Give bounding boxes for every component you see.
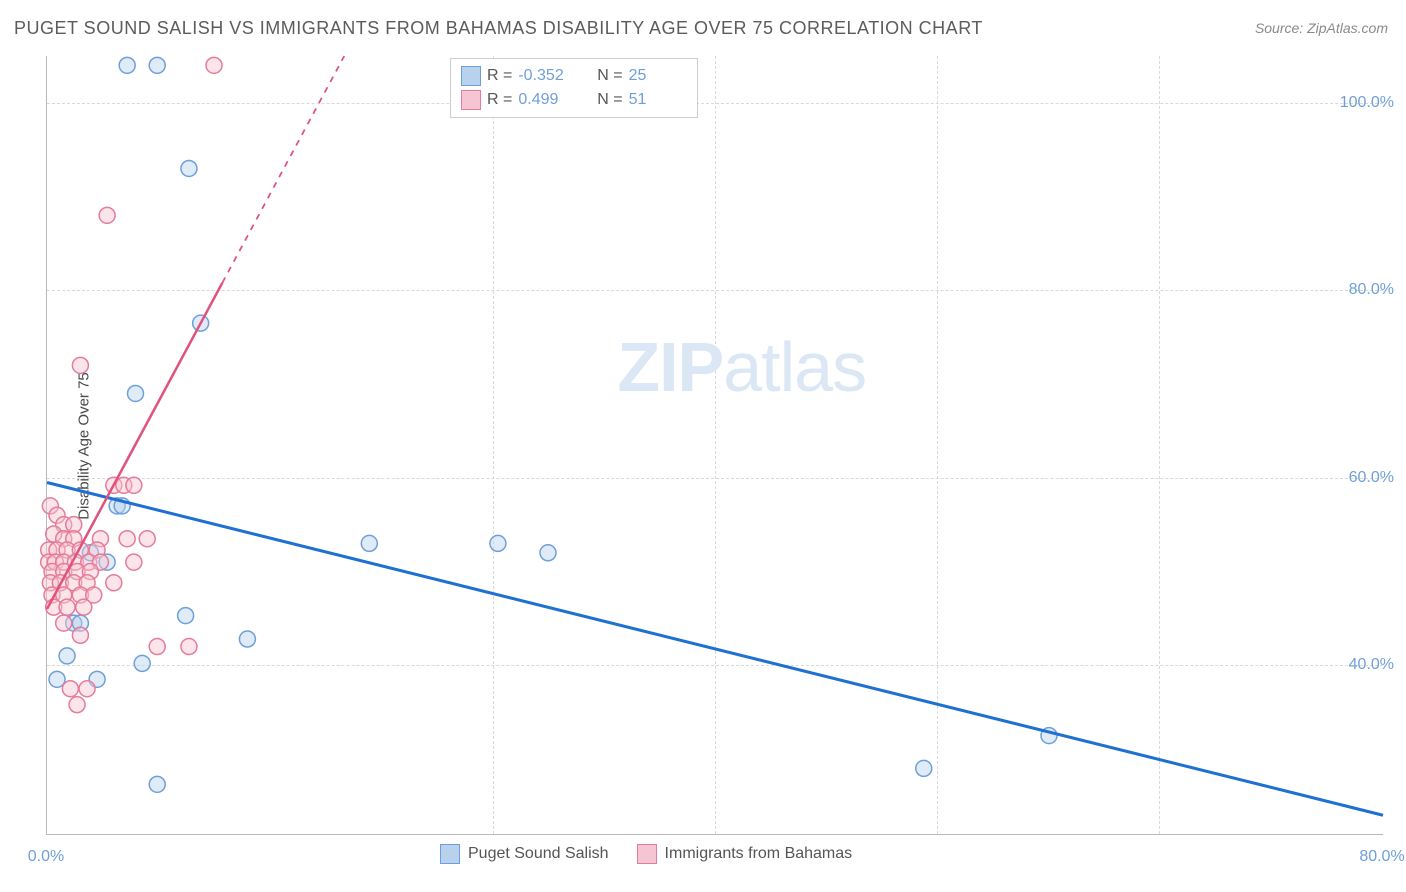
data-point [126, 477, 142, 493]
y-tick-label: 60.0% [1349, 469, 1394, 487]
data-point [916, 760, 932, 776]
r-value: -0.352 [518, 64, 576, 88]
data-point [134, 655, 150, 671]
data-point [178, 608, 194, 624]
chart-title: PUGET SOUND SALISH VS IMMIGRANTS FROM BA… [14, 18, 983, 39]
data-point [56, 615, 72, 631]
y-tick-label: 100.0% [1340, 94, 1394, 112]
n-label: N = [597, 88, 622, 112]
data-point [99, 207, 115, 223]
data-point [69, 697, 85, 713]
data-point [149, 57, 165, 73]
r-label: R = [487, 64, 512, 88]
data-point [106, 575, 122, 591]
data-point [181, 639, 197, 655]
regression-line [47, 482, 1383, 815]
source-label: Source: ZipAtlas.com [1255, 20, 1388, 36]
data-point [181, 160, 197, 176]
data-point [76, 599, 92, 615]
legend-swatch [461, 90, 481, 110]
series-legend: Puget Sound Salish Immigrants from Bahama… [440, 844, 852, 864]
data-point [59, 599, 75, 615]
correlation-row: R =0.499 N = 51 [461, 88, 687, 112]
data-point [72, 627, 88, 643]
data-point [128, 385, 144, 401]
data-point [239, 631, 255, 647]
regression-line-ext [222, 56, 344, 283]
correlation-legend: R =-0.352 N = 25 R =0.499 N = 51 [450, 58, 698, 118]
legend-swatch [637, 844, 657, 864]
legend-item: Puget Sound Salish [440, 844, 609, 864]
data-point [72, 357, 88, 373]
n-value: 25 [629, 64, 687, 88]
y-tick-label: 80.0% [1349, 281, 1394, 299]
data-point [490, 535, 506, 551]
data-point [361, 535, 377, 551]
r-value: 0.499 [518, 88, 576, 112]
data-point [126, 554, 142, 570]
data-point [62, 681, 78, 697]
data-point [79, 681, 95, 697]
n-label: N = [597, 64, 622, 88]
data-point [59, 648, 75, 664]
data-point [119, 57, 135, 73]
legend-label: Puget Sound Salish [468, 845, 609, 863]
chart-svg [47, 56, 1383, 834]
data-point [139, 531, 155, 547]
data-point [206, 57, 222, 73]
plot-area: ZIPatlas [46, 56, 1383, 835]
y-tick-label: 40.0% [1349, 656, 1394, 674]
data-point [540, 545, 556, 561]
data-point [149, 776, 165, 792]
legend-label: Immigrants from Bahamas [665, 845, 853, 863]
data-point [149, 639, 165, 655]
x-tick-label: 80.0% [1359, 848, 1404, 866]
n-value: 51 [629, 88, 687, 112]
x-tick-label: 0.0% [28, 848, 64, 866]
legend-swatch [440, 844, 460, 864]
r-label: R = [487, 88, 512, 112]
legend-item: Immigrants from Bahamas [637, 844, 853, 864]
data-point [119, 531, 135, 547]
legend-swatch [461, 66, 481, 86]
correlation-row: R =-0.352 N = 25 [461, 64, 687, 88]
